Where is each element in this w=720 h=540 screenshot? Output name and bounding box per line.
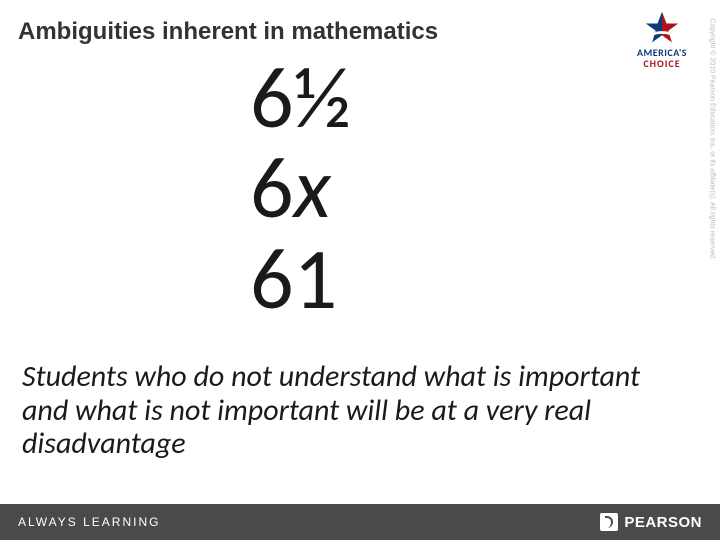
- slide-title: Ambiguities inherent in mathematics: [18, 18, 438, 46]
- copyright-text: Copyright © 2010 Pearson Education, Inc.…: [709, 18, 716, 260]
- math-line-2: 6x: [250, 144, 351, 234]
- logo-text-line2: CHOICE: [622, 58, 702, 70]
- math-x: x: [294, 136, 331, 241]
- pearson-logo: PEARSON: [600, 513, 702, 531]
- pearson-mark-icon: [600, 513, 618, 531]
- math-line-3: 61: [250, 235, 351, 325]
- pearson-text: PEARSON: [624, 514, 702, 531]
- math-line-1: 6½: [250, 54, 351, 144]
- star-icon: [644, 10, 680, 46]
- footer-bar: ALWAYS LEARNING PEARSON: [0, 504, 720, 540]
- footer-left-text: ALWAYS LEARNING: [18, 515, 160, 529]
- body-text: Students who do not understand what is i…: [22, 360, 680, 461]
- slide: Ambiguities inherent in mathematics AMER…: [0, 0, 720, 540]
- math-examples: 6½ 6x 61: [250, 54, 351, 325]
- math-6: 6: [250, 136, 294, 241]
- americas-choice-logo: AMERICA'S CHOICE: [622, 10, 702, 70]
